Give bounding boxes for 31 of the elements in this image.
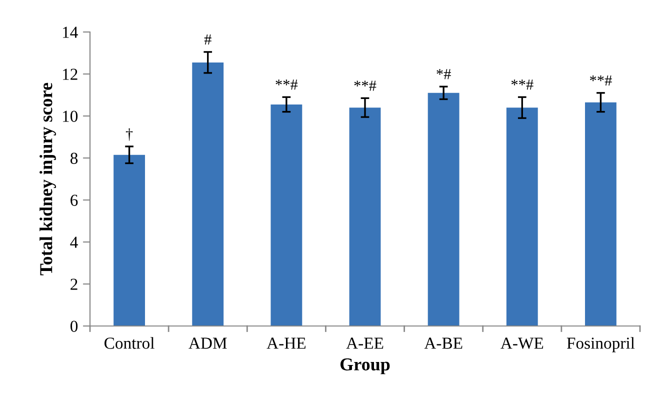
x-tick-label: A-WE	[500, 338, 544, 349]
annotation: **#	[511, 80, 534, 90]
x-tick-label: ADM	[188, 338, 227, 349]
bar	[192, 62, 224, 326]
annotation: **#	[590, 75, 612, 86]
x-tick-label: A-BE	[424, 338, 462, 349]
annotation: #	[204, 34, 212, 45]
annotation: †	[126, 128, 133, 141]
x-axis-title: Group	[340, 358, 390, 374]
y-axis-title: Total kidney injury score	[40, 82, 56, 276]
x-tick-label: Fosinopril	[566, 337, 635, 352]
y-tick-label: 2	[70, 278, 78, 290]
y-tick-label: 14	[62, 26, 78, 38]
bar	[270, 104, 302, 326]
bar	[114, 154, 145, 326]
y-tick-label: 4	[70, 236, 78, 248]
x-tick-label: Control	[104, 337, 154, 349]
bar	[349, 108, 381, 326]
bar	[428, 92, 460, 326]
y-tick-label: 10	[62, 110, 78, 122]
annotation: *#	[436, 69, 451, 80]
y-tick-label: 0	[70, 320, 78, 332]
x-tick-label: A-EE	[346, 338, 384, 349]
x-tick-label: A-HE	[266, 338, 306, 349]
y-tick-label: 12	[62, 68, 78, 80]
annotation: **#	[354, 80, 376, 91]
y-tick-label: 8	[70, 152, 78, 164]
annotation: **#	[276, 80, 298, 90]
bar	[585, 102, 616, 326]
y-tick-label: 6	[70, 194, 78, 206]
bar	[506, 108, 538, 326]
